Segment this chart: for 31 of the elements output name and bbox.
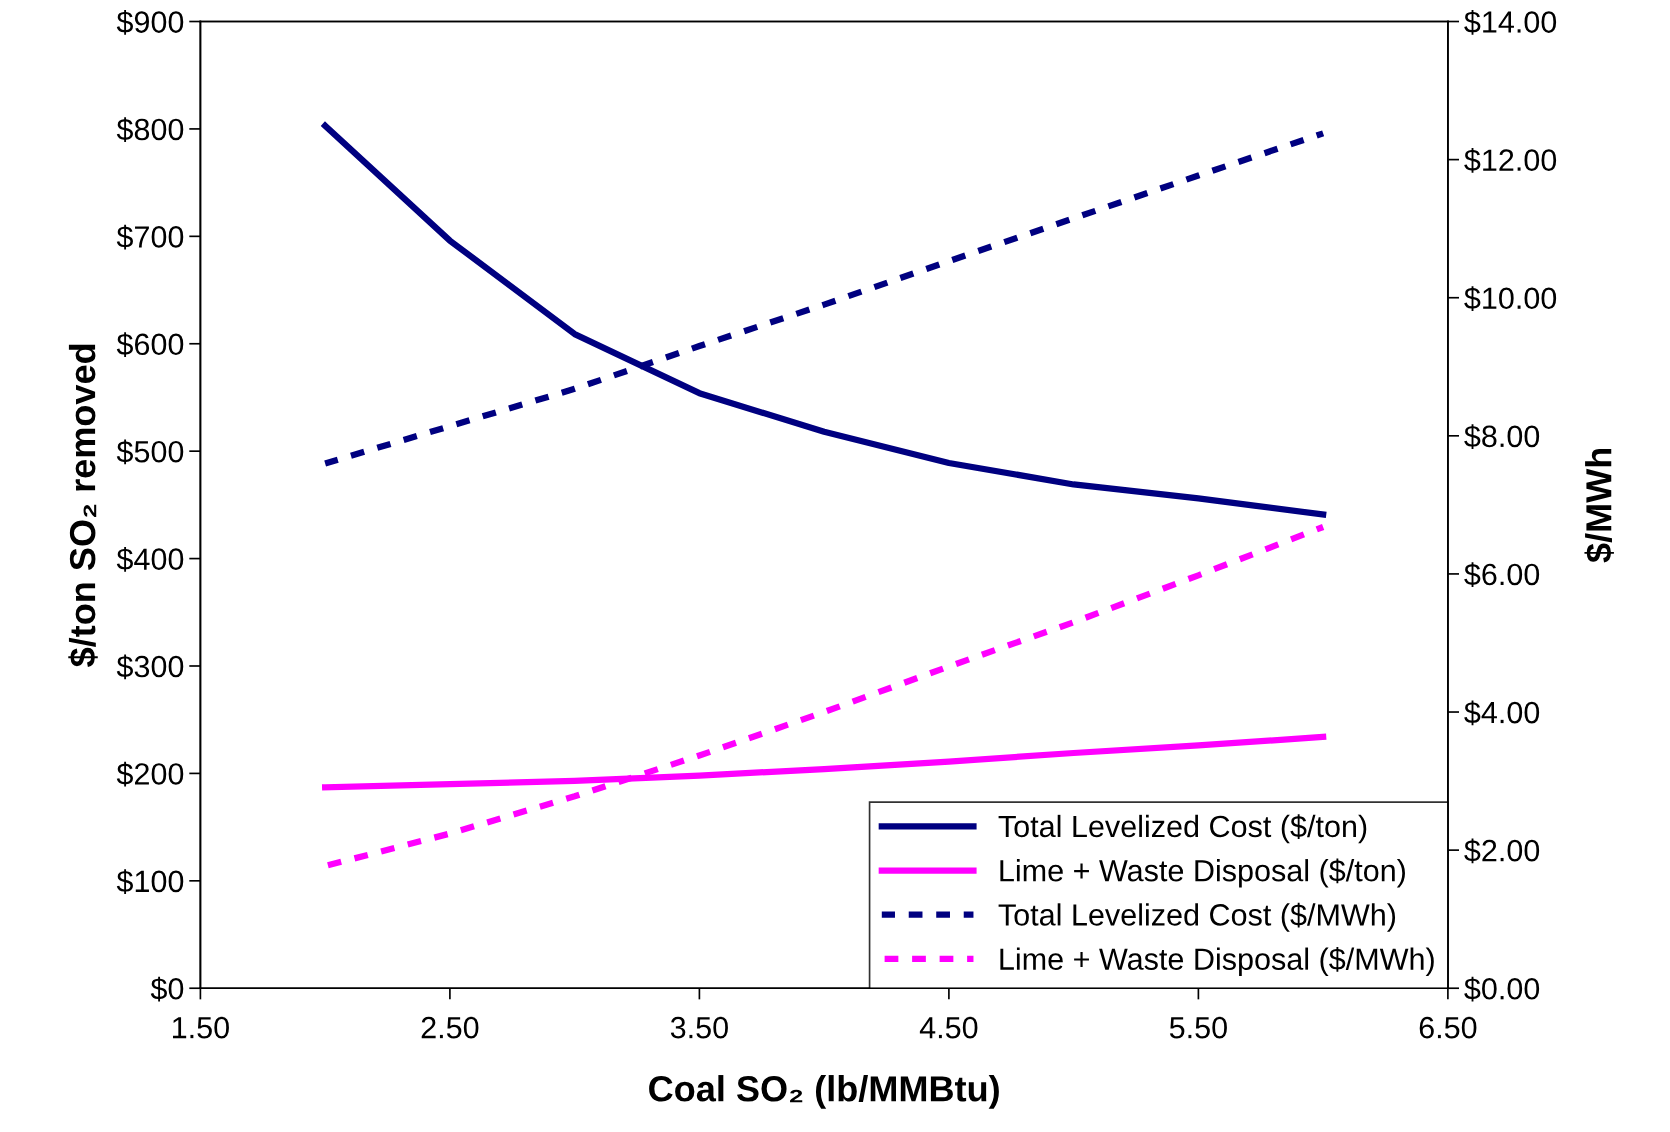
y-tick-label: $500: [116, 439, 184, 465]
legend-label: Lime + Waste Disposal ($/MWh): [1000, 947, 1434, 977]
x-tick-label: 2.50: [421, 1016, 479, 1039]
y-tick-label: $600: [116, 332, 184, 357]
y-tick-label: $0: [150, 976, 184, 1002]
y2-tick-label: $8.00: [1464, 424, 1540, 450]
y2-tick-label: $14.00: [1464, 9, 1557, 35]
legend-label: Total Levelized Cost ($/ton): [998, 814, 1367, 844]
y2-tick-label: $6.00: [1464, 562, 1540, 588]
y-tick-label: $700: [116, 224, 184, 250]
y-tick-label: $800: [116, 117, 184, 143]
x-tick-label: 6.50: [1419, 1016, 1477, 1039]
x-tick-label: 5.50: [1169, 1016, 1227, 1039]
x-axis-title: Coal SO₂ (lb/MMBtu): [649, 1075, 999, 1109]
y-tick-label: $300: [116, 654, 184, 680]
y-tick-label: $400: [116, 547, 184, 572]
legend-label: Lime + Waste Disposal ($/ton): [1000, 858, 1405, 888]
y2-tick-label: $2.00: [1464, 838, 1540, 864]
y-tick-label: $900: [116, 9, 184, 35]
y2-axis-title: $/MWh: [1584, 448, 1614, 563]
y2-tick-label: $10.00: [1464, 286, 1557, 311]
y2-tick-label: $0.00: [1464, 976, 1540, 1002]
y-tick-label: $100: [116, 869, 184, 895]
y-tick-label: $200: [116, 761, 184, 787]
legend-label: Total Levelized Cost ($/MWh): [998, 902, 1396, 932]
y2-tick-label: $12.00: [1464, 148, 1557, 173]
x-tick-label: 4.50: [919, 1016, 978, 1039]
x-tick-label: 1.50: [173, 1016, 229, 1039]
y2-tick-label: $4.00: [1464, 700, 1540, 726]
y-axis-title: $/ton SO₂ removed: [68, 344, 98, 667]
x-tick-label: 3.50: [670, 1016, 728, 1039]
